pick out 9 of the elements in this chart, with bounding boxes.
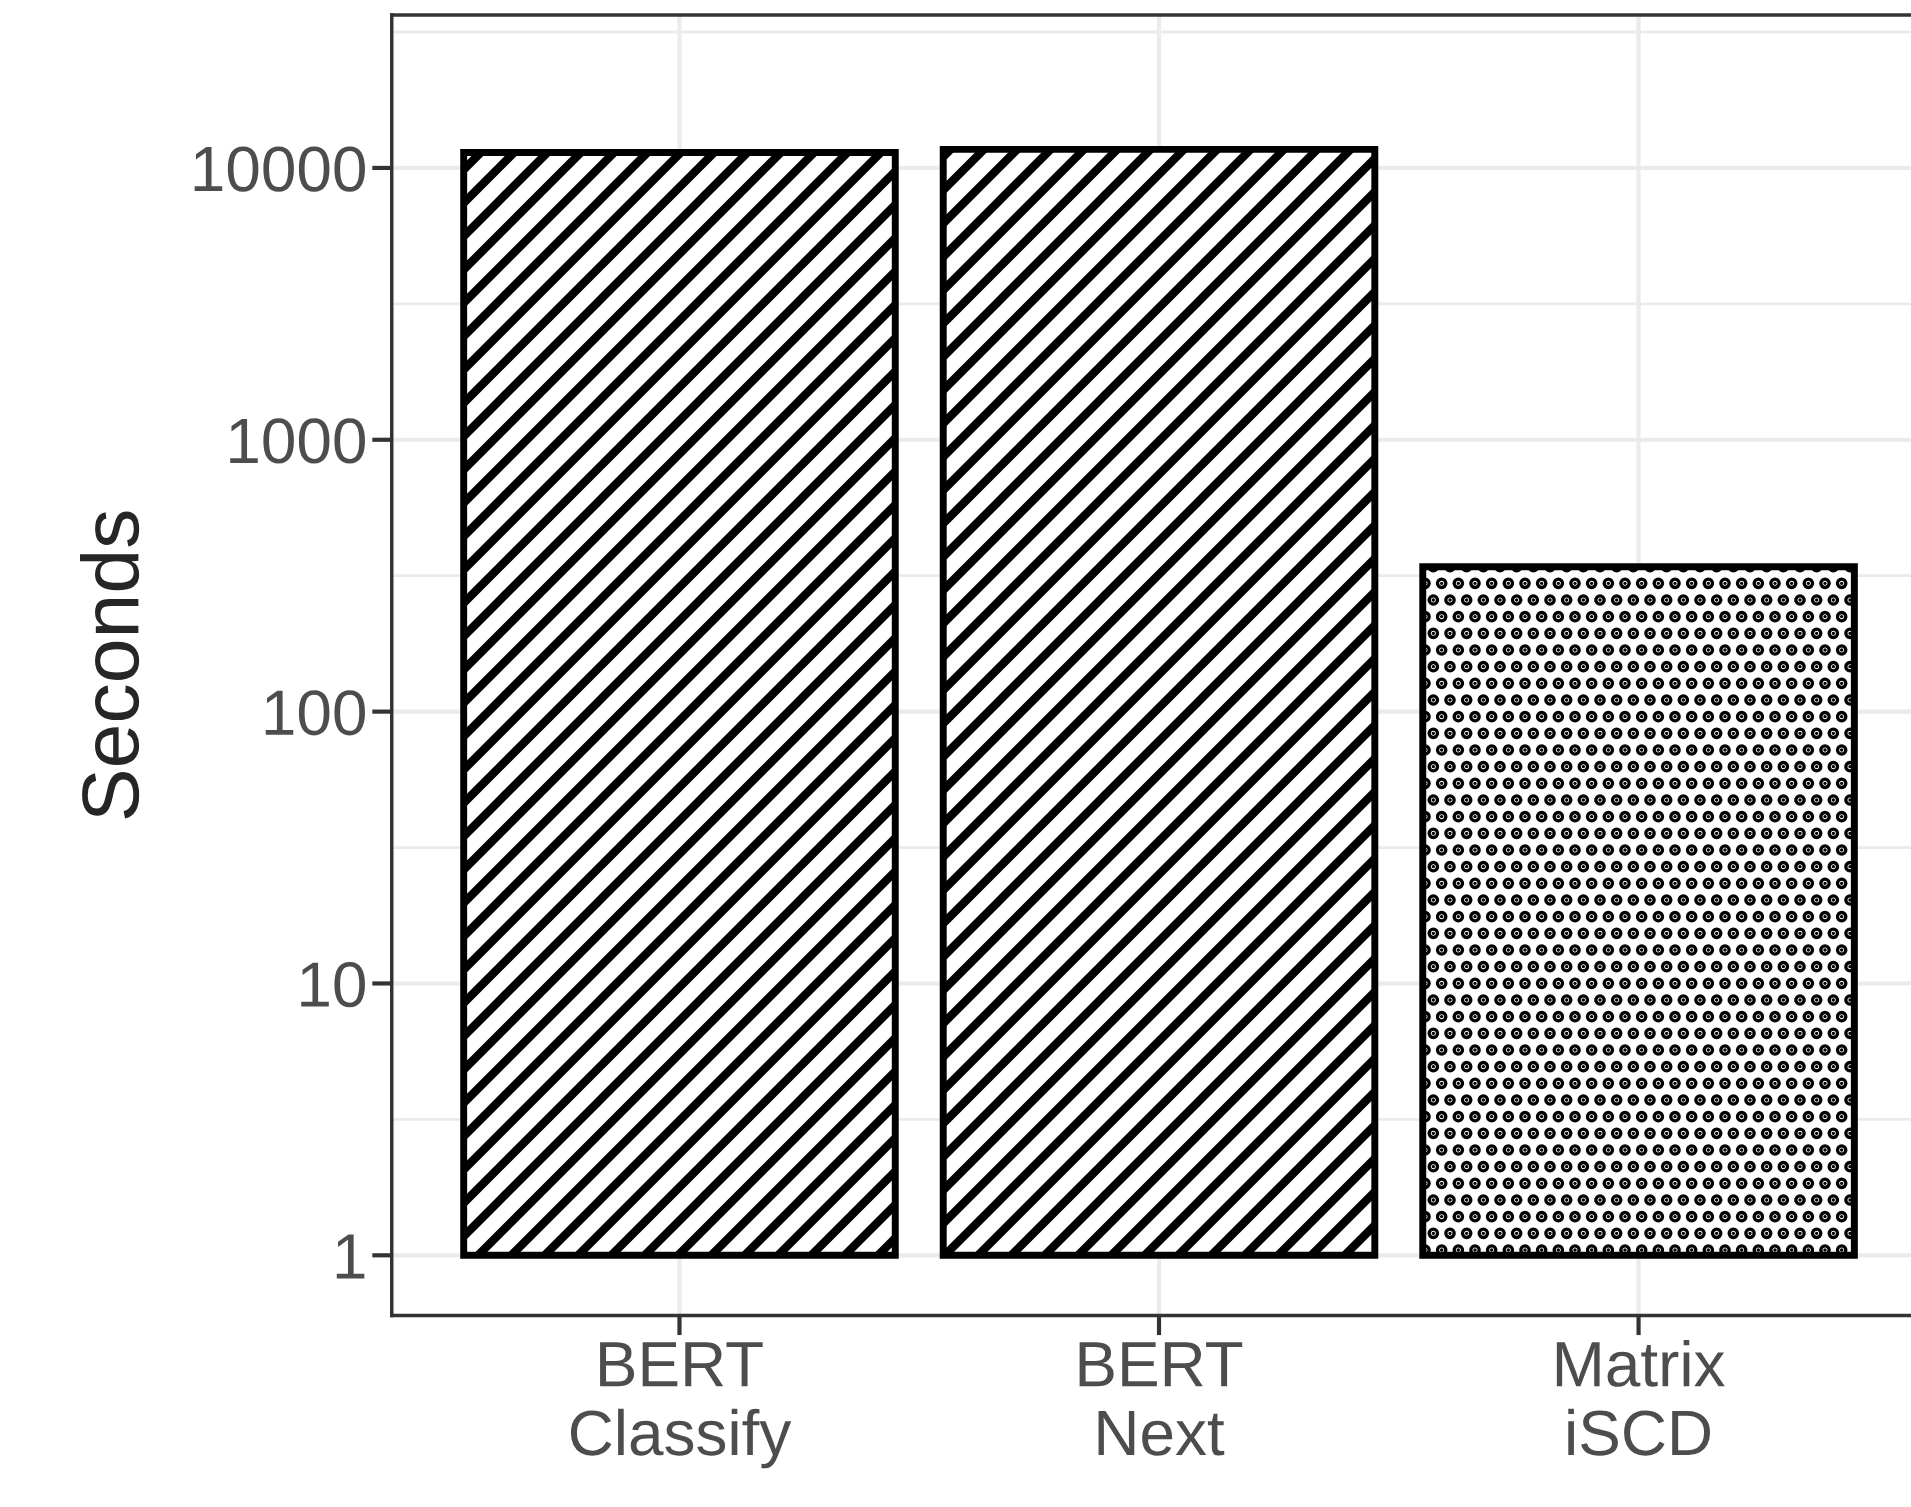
- x-tick-label: BERT Next: [1079, 1342, 1243, 1456]
- y-tick-label: 1: [336, 1234, 365, 1279]
- y-tick-label: 10000: [194, 146, 365, 192]
- y-tick-label: 100: [265, 690, 365, 736]
- x-tick-label: Matrix iSCD: [1556, 1339, 1725, 1456]
- y-tick-label: 10: [301, 962, 365, 1008]
- x-tick-label: BERT Classify: [570, 1342, 792, 1469]
- y-axis-title: Seconds: [79, 511, 140, 819]
- y-tick-label: 1000: [230, 418, 365, 464]
